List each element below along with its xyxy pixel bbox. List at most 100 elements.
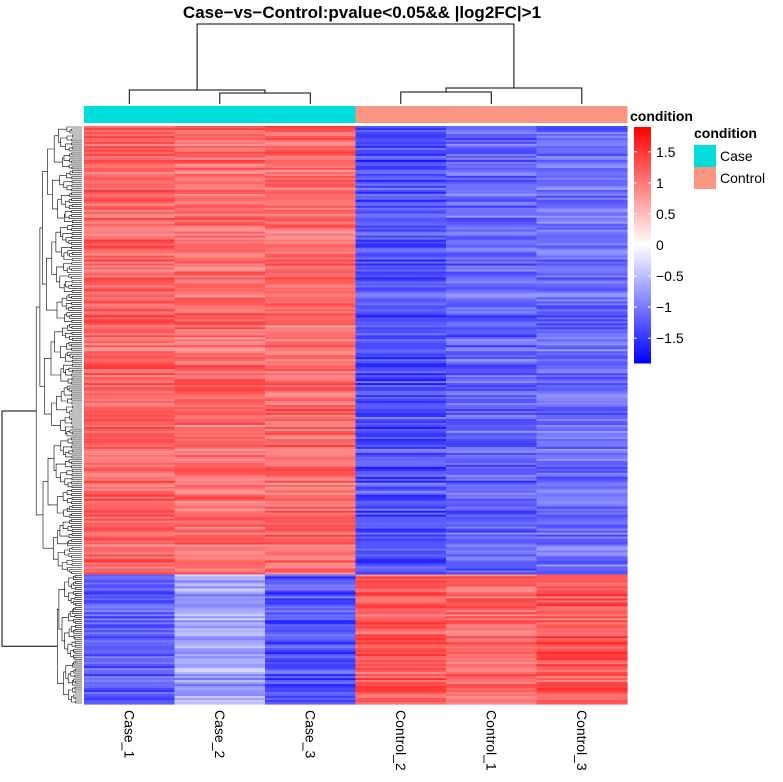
heatmap-cell bbox=[355, 524, 447, 528]
heatmap-cell bbox=[84, 253, 176, 257]
heatmap-cell bbox=[355, 580, 447, 584]
heatmap-cell bbox=[355, 305, 447, 308]
heatmap-cell bbox=[84, 277, 176, 281]
heatmap-cell bbox=[446, 167, 538, 171]
heatmap-cell bbox=[265, 436, 357, 440]
heatmap-cell bbox=[265, 462, 357, 466]
heatmap-cell bbox=[84, 676, 176, 679]
heatmap-cell bbox=[174, 243, 266, 247]
heatmap-cell bbox=[355, 494, 447, 498]
heatmap-cell bbox=[536, 317, 628, 320]
color-scale-step bbox=[634, 245, 651, 248]
dendrogram-branch bbox=[71, 559, 82, 562]
heatmap-cell bbox=[174, 181, 266, 185]
heatmap-cell bbox=[536, 496, 628, 500]
dendrogram-branch bbox=[71, 232, 82, 235]
heatmap-cell bbox=[536, 183, 628, 187]
heatmap-cell bbox=[84, 426, 176, 430]
heatmap-cell bbox=[355, 542, 447, 546]
heatmap-cell bbox=[265, 442, 357, 446]
heatmap-cell bbox=[265, 247, 357, 251]
heatmap-cell bbox=[355, 658, 447, 661]
heatmap-cell bbox=[355, 670, 447, 673]
heatmap-cell bbox=[84, 630, 176, 633]
heatmap-cell bbox=[265, 251, 357, 255]
heatmap-cell bbox=[355, 462, 447, 466]
heatmap-cell bbox=[174, 349, 266, 352]
heatmap-cell bbox=[355, 468, 447, 472]
heatmap-cell bbox=[355, 534, 447, 538]
heatmap-cell bbox=[536, 550, 628, 554]
heatmap-cell bbox=[355, 137, 447, 141]
heatmap-cell bbox=[174, 594, 266, 597]
heatmap-cell bbox=[84, 287, 176, 291]
heatmap-cell bbox=[265, 279, 357, 283]
heatmap-cell bbox=[84, 333, 176, 336]
color-scale-step bbox=[634, 256, 651, 260]
heatmap-cell bbox=[446, 231, 538, 235]
heatmap-cell bbox=[265, 466, 357, 470]
dendrogram-branch bbox=[60, 472, 67, 483]
heatmap-cell bbox=[84, 279, 176, 283]
heatmap-cell bbox=[84, 454, 176, 458]
heatmap-cell bbox=[174, 542, 266, 546]
heatmap-cell bbox=[174, 692, 266, 695]
heatmap-cell bbox=[265, 267, 357, 271]
heatmap-cell bbox=[84, 656, 176, 659]
heatmap-cell bbox=[446, 163, 538, 167]
heatmap-cell bbox=[446, 363, 538, 366]
heatmap-cell bbox=[446, 596, 538, 599]
heatmap-cell bbox=[265, 630, 357, 633]
dendrogram-branch bbox=[196, 23, 515, 90]
dendrogram-branch bbox=[44, 358, 52, 415]
heatmap-cell bbox=[355, 642, 447, 645]
heatmap-cell bbox=[84, 532, 176, 536]
heatmap-cell bbox=[536, 211, 628, 215]
heatmap-cell bbox=[536, 480, 628, 484]
heatmap-cell bbox=[355, 363, 447, 366]
heatmap-cell bbox=[84, 305, 176, 308]
heatmap-cell bbox=[536, 247, 628, 251]
dendrogram-branch bbox=[73, 678, 82, 683]
heatmap-cell bbox=[536, 197, 628, 201]
heatmap-cell bbox=[174, 444, 266, 448]
heatmap-cell bbox=[84, 329, 176, 332]
dendrogram-branch bbox=[68, 689, 73, 700]
heatmap-cell bbox=[446, 508, 538, 512]
heatmap-cell bbox=[536, 149, 628, 153]
heatmap-cell bbox=[536, 446, 628, 450]
heatmap-cell bbox=[265, 401, 357, 404]
heatmap-cell bbox=[446, 654, 538, 657]
heatmap-cell bbox=[174, 191, 266, 195]
dendrogram-branch bbox=[69, 158, 82, 163]
heatmap-cell bbox=[355, 640, 447, 643]
heatmap-cell bbox=[446, 444, 538, 448]
heatmap-cell bbox=[265, 363, 357, 366]
heatmap-cell bbox=[265, 275, 357, 279]
heatmap-cell bbox=[174, 644, 266, 647]
heatmap-cell bbox=[536, 524, 628, 528]
heatmap-cell bbox=[536, 500, 628, 504]
heatmap-cell bbox=[536, 616, 628, 619]
heatmap-cell bbox=[446, 303, 538, 306]
dendrogram-branch bbox=[71, 377, 82, 381]
heatmap-cell bbox=[84, 690, 176, 693]
color-scale-step bbox=[634, 346, 651, 350]
dendrogram-branch bbox=[63, 387, 72, 396]
heatmap-cell bbox=[355, 480, 447, 484]
heatmap-cell bbox=[265, 271, 357, 275]
heatmap-cell bbox=[536, 450, 628, 454]
heatmap-cell bbox=[355, 606, 447, 609]
heatmap-cell bbox=[536, 299, 628, 302]
heatmap-cell bbox=[265, 337, 357, 340]
heatmap-cell bbox=[265, 205, 357, 209]
heatmap-cell bbox=[355, 694, 447, 697]
heatmap-cell bbox=[84, 379, 176, 382]
heatmap-cell bbox=[446, 129, 538, 133]
heatmap-cell bbox=[355, 584, 447, 587]
heatmap-cell bbox=[355, 590, 447, 593]
heatmap-cell bbox=[355, 191, 447, 195]
heatmap-cell bbox=[446, 634, 538, 637]
heatmap-cell bbox=[265, 612, 357, 615]
heatmap-cell bbox=[446, 401, 538, 404]
